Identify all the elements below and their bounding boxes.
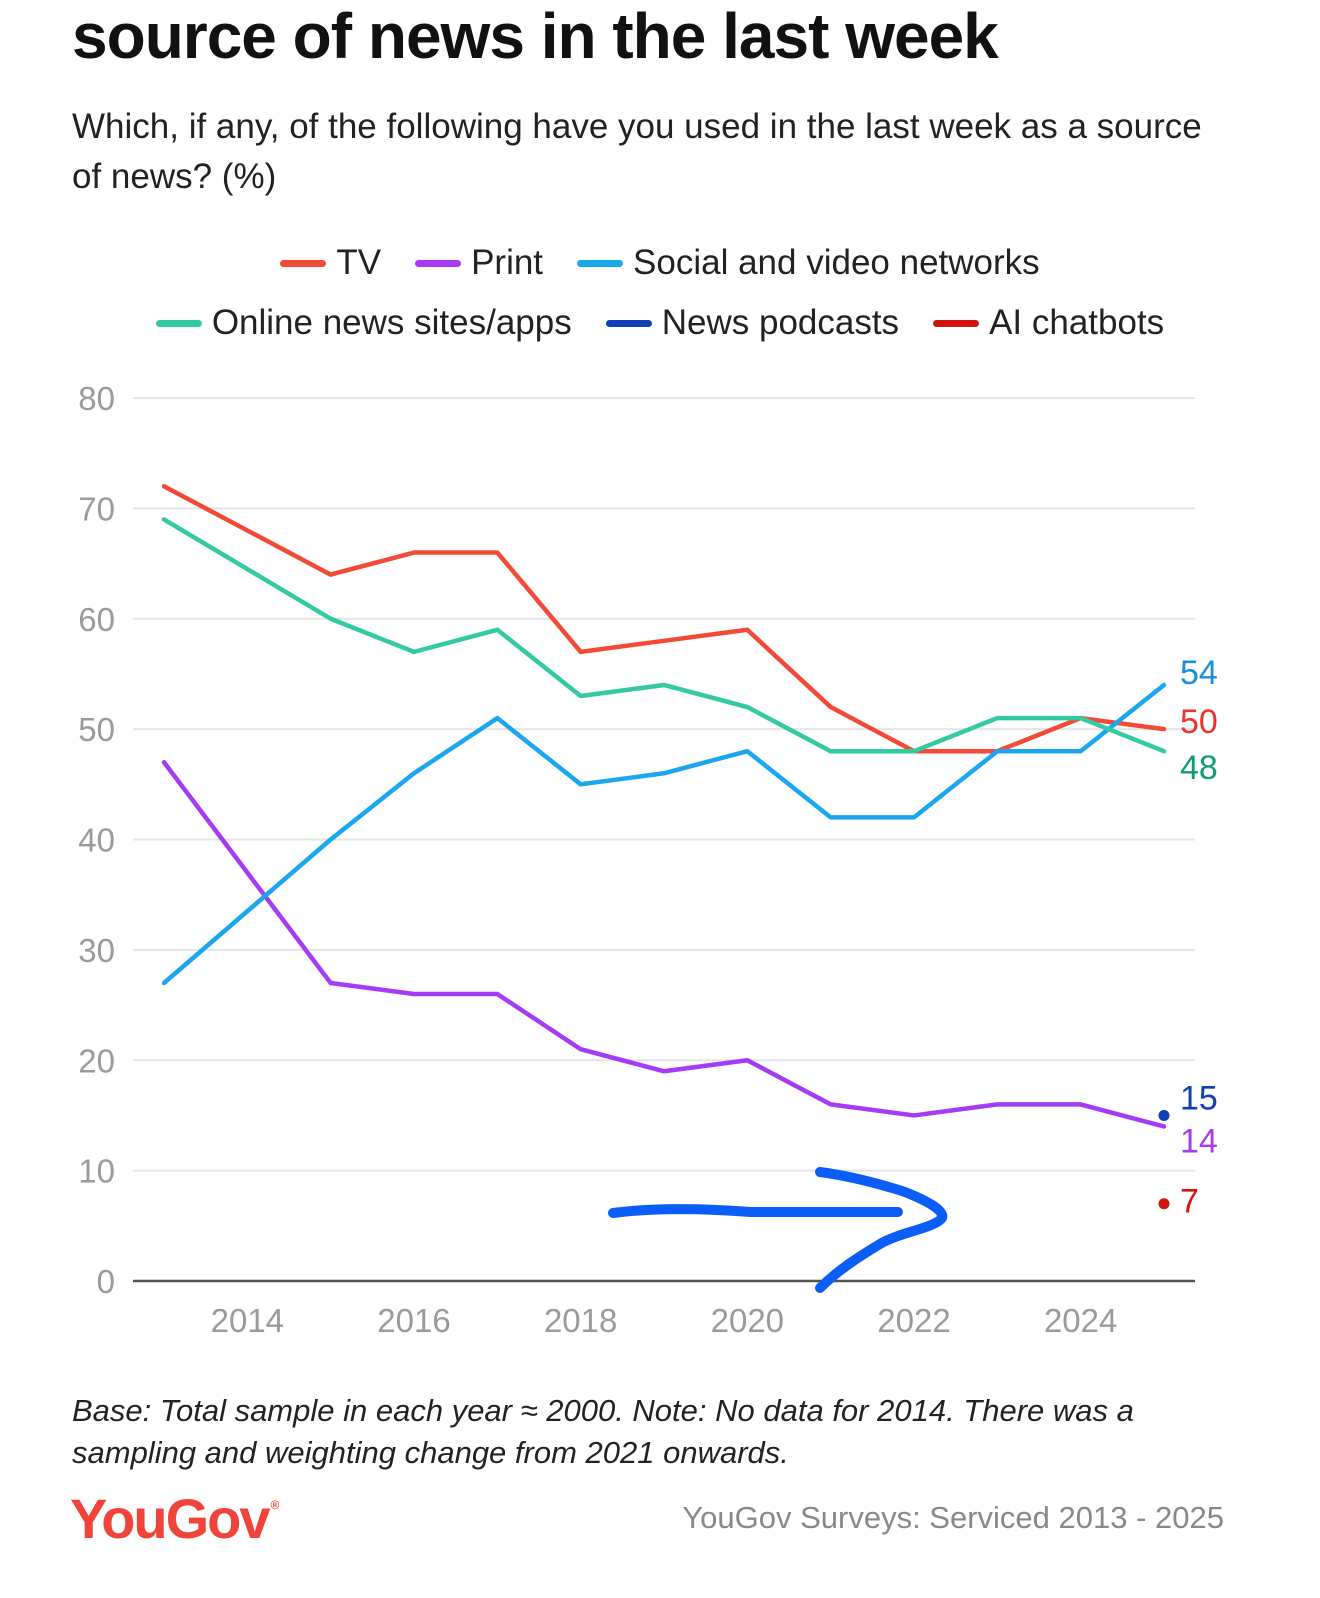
chart-title: source of news in the last week xyxy=(72,0,999,72)
legend-swatch xyxy=(280,259,327,267)
end-label: 15 xyxy=(1180,1079,1218,1117)
source-note: YouGov Surveys: Serviced 2013 - 2025 xyxy=(682,1500,1224,1535)
y-axis-ticks: 0 10 20 30 40 50 60 70 80 xyxy=(78,380,115,1300)
legend-item: AI chatbots xyxy=(933,300,1164,346)
legend-swatch xyxy=(933,319,980,327)
end-label: 48 xyxy=(1180,749,1218,787)
hand-drawn-arrow xyxy=(608,1167,948,1293)
series-line xyxy=(161,682,1167,986)
y-tick-label: 60 xyxy=(78,601,115,638)
yougov-logo: YouGov ® xyxy=(70,1487,279,1550)
legend-label: News podcasts xyxy=(661,303,900,342)
legend-item: Print xyxy=(415,240,543,286)
end-labels: 50 14 54 48 15 7 xyxy=(1180,654,1218,1221)
x-tick-label: 2024 xyxy=(1044,1302,1117,1339)
y-tick-label: 80 xyxy=(78,380,115,417)
series-lines xyxy=(161,484,1170,1210)
x-tick-label: 2022 xyxy=(877,1302,950,1339)
gridlines xyxy=(133,397,1195,1283)
end-label: 7 xyxy=(1180,1183,1199,1221)
legend-swatch xyxy=(605,319,652,327)
legend-swatch xyxy=(415,259,462,267)
y-tick-label: 0 xyxy=(97,1263,115,1300)
legend-item: Online news sites/apps xyxy=(155,300,572,346)
series-point xyxy=(1158,1198,1170,1210)
x-tick-label: 2018 xyxy=(544,1302,617,1339)
legend-item: Social and video networks xyxy=(577,240,1040,286)
x-axis-ticks: 2014 2016 2018 2020 2022 2024 xyxy=(211,1302,1118,1339)
legend-item: TV xyxy=(280,240,381,286)
y-tick-label: 50 xyxy=(78,711,115,748)
x-tick-label: 2016 xyxy=(377,1302,450,1339)
legend-swatch xyxy=(577,259,624,267)
legend-swatch xyxy=(155,319,202,327)
end-label: 50 xyxy=(1180,703,1218,741)
chart-subtitle: Which, if any, of the following have you… xyxy=(72,107,1202,196)
series-line xyxy=(161,484,1167,754)
y-tick-label: 10 xyxy=(78,1153,115,1190)
chart-legend: TV Print Social and video networks Online n… xyxy=(60,240,1260,346)
end-label: 54 xyxy=(1180,654,1218,692)
series-line xyxy=(161,517,1167,754)
series-line xyxy=(161,759,1167,1129)
x-tick-label: 2014 xyxy=(211,1302,284,1339)
legend-label: Social and video networks xyxy=(633,243,1040,282)
y-tick-label: 20 xyxy=(78,1042,115,1079)
y-tick-label: 30 xyxy=(78,932,115,969)
y-tick-label: 40 xyxy=(78,822,115,859)
end-label: 14 xyxy=(1180,1122,1218,1160)
x-tick-label: 2020 xyxy=(711,1302,784,1339)
legend-label: TV xyxy=(336,243,382,282)
legend-label: Online news sites/apps xyxy=(211,303,572,342)
legend-item: News podcasts xyxy=(605,300,900,346)
legend-label: AI chatbots xyxy=(989,303,1165,342)
series-point xyxy=(1158,1109,1170,1121)
footnote: Base: Total sample in each year ≈ 2000. … xyxy=(72,1393,1134,1470)
y-tick-label: 70 xyxy=(78,490,115,527)
legend-label: Print xyxy=(471,243,544,282)
